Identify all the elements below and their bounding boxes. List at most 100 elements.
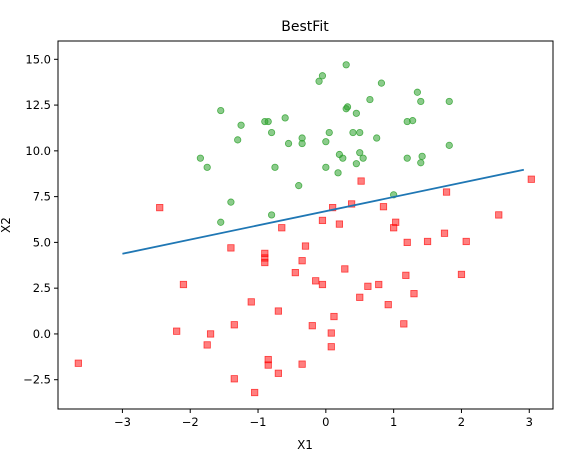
red-square-point: [392, 218, 400, 226]
red-square-point: [318, 216, 327, 225]
y-tick-label: 7.5: [33, 190, 51, 204]
green-circle-point: [445, 97, 453, 106]
red-square-point: [298, 360, 306, 368]
green-circle-point: [413, 88, 421, 96]
x-tick-label: 3: [526, 415, 533, 429]
green-circle-point: [342, 61, 350, 69]
green-circle-point: [267, 211, 276, 219]
red-square-point: [442, 188, 451, 196]
y-tick-label: 10.0: [25, 144, 51, 158]
red-square-point: [230, 375, 238, 383]
y-tick-label: −2.5: [23, 373, 51, 387]
red-square-point: [179, 280, 188, 289]
green-circle-point: [373, 134, 381, 142]
red-square-point: [330, 312, 338, 321]
red-square-point: [278, 224, 286, 232]
green-circle-point: [359, 154, 367, 162]
y-tick-label: 0.0: [33, 327, 51, 341]
x-axis-ticks: −3 −2 −1 0 1 2 3: [114, 409, 533, 429]
red-square-point: [312, 277, 320, 285]
green-circle-point: [325, 128, 333, 137]
data-points-layer: [74, 61, 535, 397]
red-square-point: [230, 321, 238, 329]
green-circle-point: [418, 152, 426, 160]
y-tick-label: 2.5: [33, 281, 51, 295]
green-circle-point: [264, 117, 272, 126]
y-tick-label: 5.0: [33, 235, 51, 249]
green-circle-point: [403, 154, 411, 162]
red-square-point: [247, 298, 255, 306]
best-fit-line-layer: [122, 168, 525, 255]
green-circle-point: [227, 198, 235, 206]
green-circle-point: [356, 128, 364, 137]
green-circle-point: [445, 141, 453, 149]
y-axis-ticks: −2.5 0.0 2.5 5.0 7.5 10.0 12.5 15.0: [23, 52, 58, 387]
red-square-point: [329, 204, 337, 212]
green-circle-point: [267, 128, 276, 137]
green-circle-point: [281, 114, 289, 122]
green-circle-point: [352, 109, 360, 117]
red-square-point: [341, 265, 349, 273]
red-square-point: [462, 237, 470, 246]
x-tick-label: −2: [182, 415, 199, 429]
green-circle-point: [417, 97, 425, 106]
best-fit-line: [122, 168, 525, 255]
red-square-point: [357, 177, 365, 185]
x-tick-label: 0: [322, 415, 329, 429]
green-circle-point: [352, 160, 360, 168]
x-tick-label: 1: [390, 415, 397, 429]
red-square-point: [402, 271, 410, 279]
red-square-point: [364, 282, 372, 290]
green-circle-point: [356, 149, 364, 157]
red-square-point: [400, 320, 408, 328]
red-square-point: [327, 329, 335, 337]
red-square-point: [156, 204, 164, 212]
green-circle-point: [334, 169, 342, 177]
red-square-point: [375, 280, 383, 289]
green-circle-point: [196, 154, 204, 162]
red-square-point: [74, 359, 82, 367]
green-circle-point: [417, 159, 425, 167]
red-square-point: [261, 258, 269, 267]
green-circle-point: [217, 106, 225, 115]
x-tick-label: 2: [458, 415, 465, 429]
x-tick-label: −1: [250, 415, 267, 429]
green-circle-point: [234, 136, 242, 144]
green-circle-point: [203, 163, 211, 171]
red-square-point: [379, 203, 388, 211]
green-circle-point: [366, 95, 374, 104]
red-square-point: [403, 238, 411, 246]
red-square-point: [206, 330, 215, 338]
red-square-point: [264, 361, 272, 369]
green-circle-point: [217, 218, 225, 226]
y-tick-label: 12.5: [25, 98, 51, 112]
plot-area-frame: [57, 40, 554, 410]
red-square-point: [251, 388, 259, 397]
chart-title: BestFit: [281, 19, 329, 35]
y-axis-label: X2: [0, 217, 13, 233]
green-circle-point: [284, 139, 293, 148]
red-square-point: [495, 211, 503, 219]
green-circle-point: [322, 163, 330, 171]
green-circle-point: [349, 128, 357, 137]
red-square-point: [527, 175, 535, 183]
green-circle-point: [318, 72, 327, 80]
green-circle-point: [343, 103, 352, 111]
red-square-point: [457, 270, 466, 279]
red-square-point: [348, 200, 356, 208]
red-square-point: [301, 242, 310, 250]
x-tick-label: −3: [114, 415, 131, 429]
x-axis-label: X1: [297, 438, 313, 452]
red-square-point: [274, 307, 282, 315]
red-square-point: [335, 220, 344, 228]
green-circle-point: [298, 134, 306, 142]
red-square-point: [308, 322, 316, 330]
red-square-point: [327, 343, 335, 351]
green-circle-point: [377, 79, 386, 87]
green-circle-point: [237, 121, 245, 129]
green-circle-point: [315, 77, 323, 85]
red-square-point: [384, 301, 392, 309]
red-square-point: [291, 269, 299, 277]
